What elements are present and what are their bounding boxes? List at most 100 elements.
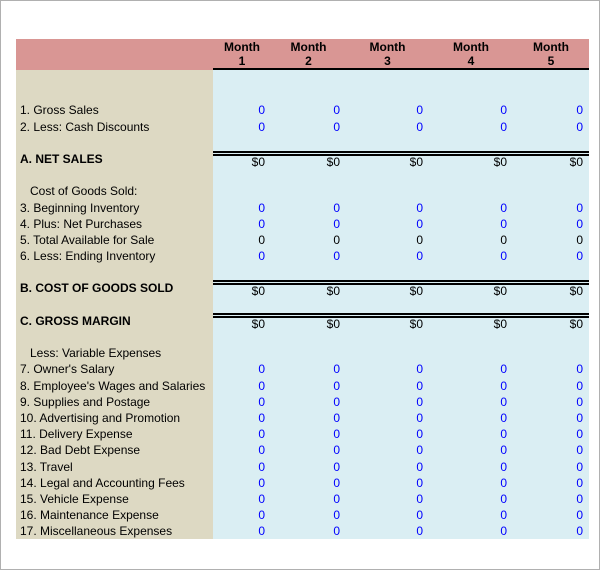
calculated-value-cell: $0 bbox=[429, 280, 513, 298]
input-value-cell[interactable]: 0 bbox=[271, 248, 346, 265]
input-value-cell[interactable]: 0 bbox=[213, 102, 271, 119]
income-statement-sheet: Month 1 Month 2 Month 3 Month 4 Month 5 1. Gross … bbox=[16, 39, 589, 540]
row-label-cell: 4. Plus: Net Purchases bbox=[16, 215, 213, 232]
empty-cell bbox=[346, 329, 429, 346]
input-value-cell[interactable]: 0 bbox=[213, 377, 271, 394]
calculated-value-cell: $0 bbox=[346, 280, 429, 298]
input-value-cell[interactable]: 0 bbox=[213, 490, 271, 508]
calculated-value-cell: $0 bbox=[271, 150, 346, 169]
input-value-cell[interactable]: 0 bbox=[513, 377, 589, 394]
input-value-cell[interactable]: 0 bbox=[213, 393, 271, 410]
input-value-cell[interactable]: 0 bbox=[429, 523, 513, 540]
input-value-cell[interactable]: 0 bbox=[346, 215, 429, 232]
input-value-cell[interactable]: 0 bbox=[271, 118, 346, 135]
input-value-cell[interactable]: 0 bbox=[513, 458, 589, 475]
input-value-cell[interactable]: 0 bbox=[346, 523, 429, 540]
input-value-cell[interactable]: 0 bbox=[213, 458, 271, 475]
input-value-cell[interactable]: 0 bbox=[213, 507, 271, 524]
input-value-cell[interactable]: 0 bbox=[271, 102, 346, 119]
input-value-cell[interactable]: 0 bbox=[513, 118, 589, 135]
input-value-cell[interactable]: 0 bbox=[429, 102, 513, 119]
input-value-cell[interactable]: 0 bbox=[213, 248, 271, 265]
input-value-cell[interactable]: 0 bbox=[346, 361, 429, 378]
input-value-cell[interactable]: 0 bbox=[346, 507, 429, 524]
input-value-cell[interactable]: 0 bbox=[271, 426, 346, 443]
input-value-cell[interactable]: 0 bbox=[213, 409, 271, 427]
calculated-value-cell: 0 bbox=[271, 231, 346, 249]
input-value-cell[interactable]: 0 bbox=[513, 507, 589, 524]
input-value-cell[interactable]: 0 bbox=[429, 393, 513, 410]
row-label-cell: 12. Bad Debt Expense bbox=[16, 442, 213, 459]
input-value-cell[interactable]: 0 bbox=[513, 426, 589, 443]
input-value-cell[interactable]: 0 bbox=[346, 426, 429, 443]
sheet-row bbox=[16, 167, 589, 184]
input-value-cell[interactable]: 0 bbox=[271, 377, 346, 394]
input-value-cell[interactable]: 0 bbox=[346, 102, 429, 119]
input-value-cell[interactable]: 0 bbox=[346, 490, 429, 508]
input-value-cell[interactable]: 0 bbox=[429, 458, 513, 475]
input-value-cell[interactable]: 0 bbox=[346, 442, 429, 459]
input-value-cell[interactable]: 0 bbox=[213, 118, 271, 135]
sheet-row bbox=[16, 296, 589, 313]
input-value-cell[interactable]: 0 bbox=[271, 215, 346, 232]
empty-cell bbox=[513, 134, 589, 151]
input-value-cell[interactable]: 0 bbox=[346, 377, 429, 394]
input-value-cell[interactable]: 0 bbox=[346, 409, 429, 427]
input-value-cell[interactable]: 0 bbox=[513, 523, 589, 540]
input-value-cell[interactable]: 0 bbox=[271, 507, 346, 524]
input-value-cell[interactable]: 0 bbox=[513, 199, 589, 216]
empty-cell bbox=[213, 183, 271, 200]
input-value-cell[interactable]: 0 bbox=[346, 199, 429, 216]
input-value-cell[interactable]: 0 bbox=[346, 248, 429, 265]
input-value-cell[interactable]: 0 bbox=[513, 361, 589, 378]
input-value-cell[interactable]: 0 bbox=[213, 474, 271, 491]
input-value-cell[interactable]: 0 bbox=[429, 507, 513, 524]
sheet-row bbox=[16, 70, 589, 87]
input-value-cell[interactable]: 0 bbox=[429, 199, 513, 216]
input-value-cell[interactable]: 0 bbox=[513, 393, 589, 410]
input-value-cell[interactable]: 0 bbox=[271, 393, 346, 410]
input-value-cell[interactable]: 0 bbox=[213, 199, 271, 216]
sheet-row: 4. Plus: Net Purchases 0 0 0 0 0 bbox=[16, 215, 589, 232]
input-value-cell[interactable]: 0 bbox=[271, 490, 346, 508]
input-value-cell[interactable]: 0 bbox=[271, 442, 346, 459]
input-value-cell[interactable]: 0 bbox=[429, 474, 513, 491]
input-value-cell[interactable]: 0 bbox=[513, 490, 589, 508]
input-value-cell[interactable]: 0 bbox=[513, 409, 589, 427]
input-value-cell[interactable]: 0 bbox=[346, 118, 429, 135]
input-value-cell[interactable]: 0 bbox=[513, 102, 589, 119]
input-value-cell[interactable]: 0 bbox=[429, 490, 513, 508]
input-value-cell[interactable]: 0 bbox=[271, 361, 346, 378]
input-value-cell[interactable]: 0 bbox=[429, 248, 513, 265]
input-value-cell[interactable]: 0 bbox=[429, 118, 513, 135]
input-value-cell[interactable]: 0 bbox=[429, 361, 513, 378]
input-value-cell[interactable]: 0 bbox=[513, 215, 589, 232]
row-label-cell bbox=[16, 296, 213, 313]
input-value-cell[interactable]: 0 bbox=[346, 393, 429, 410]
row-label-cell: 15. Vehicle Expense bbox=[16, 490, 213, 508]
input-value-cell[interactable]: 0 bbox=[513, 442, 589, 459]
input-value-cell[interactable]: 0 bbox=[429, 377, 513, 394]
sheet-row: 14. Legal and Accounting Fees 0 0 0 0 0 bbox=[16, 474, 589, 491]
input-value-cell[interactable]: 0 bbox=[271, 523, 346, 540]
input-value-cell[interactable]: 0 bbox=[513, 474, 589, 491]
input-value-cell[interactable]: 0 bbox=[213, 442, 271, 459]
input-value-cell[interactable]: 0 bbox=[271, 458, 346, 475]
input-value-cell[interactable]: 0 bbox=[213, 215, 271, 232]
input-value-cell[interactable]: 0 bbox=[213, 361, 271, 378]
input-value-cell[interactable]: 0 bbox=[271, 199, 346, 216]
input-value-cell[interactable]: 0 bbox=[346, 458, 429, 475]
input-value-cell[interactable]: 0 bbox=[429, 442, 513, 459]
input-value-cell[interactable]: 0 bbox=[513, 248, 589, 265]
input-value-cell[interactable]: 0 bbox=[271, 409, 346, 427]
row-label-cell: C. GROSS MARGIN bbox=[16, 312, 213, 329]
input-value-cell[interactable]: 0 bbox=[429, 215, 513, 232]
input-value-cell[interactable]: 0 bbox=[213, 523, 271, 540]
input-value-cell[interactable]: 0 bbox=[213, 426, 271, 443]
input-value-cell[interactable]: 0 bbox=[271, 474, 346, 491]
empty-cell bbox=[346, 345, 429, 362]
input-value-cell[interactable]: 0 bbox=[429, 409, 513, 427]
input-value-cell[interactable]: 0 bbox=[346, 474, 429, 491]
input-value-cell[interactable]: 0 bbox=[429, 426, 513, 443]
empty-cell bbox=[213, 296, 271, 313]
